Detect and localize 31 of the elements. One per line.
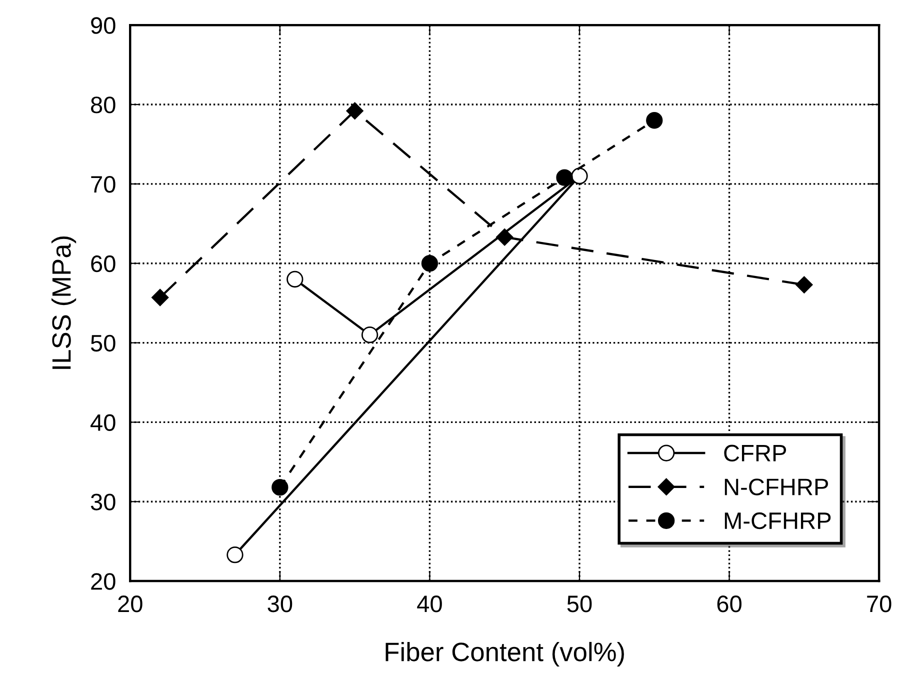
x-tick-label: 60 [717,596,742,612]
point [796,276,813,294]
point [646,112,663,129]
y-axis-title: ILSS (MPa) [51,236,76,369]
y-tick-label: 30 [90,494,116,510]
point [226,546,244,564]
y-tick-label: 50 [90,334,116,352]
x-axis-title: Fiber Content (vol%) [386,642,624,667]
point [286,270,304,288]
point [571,168,588,184]
y-tick-label: 40 [90,414,116,431]
y-tick-label: 20 [91,573,116,590]
x-tick-label: 30 [268,596,292,612]
x-tick-label: 70 [867,596,892,612]
legend-label: N-CFHRP [724,478,828,496]
point [556,169,573,186]
legend-label: CFRP [724,444,786,462]
point [272,478,288,496]
x-tick-label: 40 [417,596,442,612]
y-tick-label: 60 [91,255,116,272]
point [346,102,364,120]
y-tick-label: 80 [91,96,116,114]
x-tick-label: 20 [118,596,142,612]
point [496,228,514,246]
legend-label: M-CFHRP [724,512,831,530]
point [361,326,378,344]
point [421,255,438,272]
y-tick-label: 90 [91,17,116,34]
y-tick-label: 70 [91,176,116,193]
x-tick-label: 50 [567,596,592,612]
point [152,288,169,306]
